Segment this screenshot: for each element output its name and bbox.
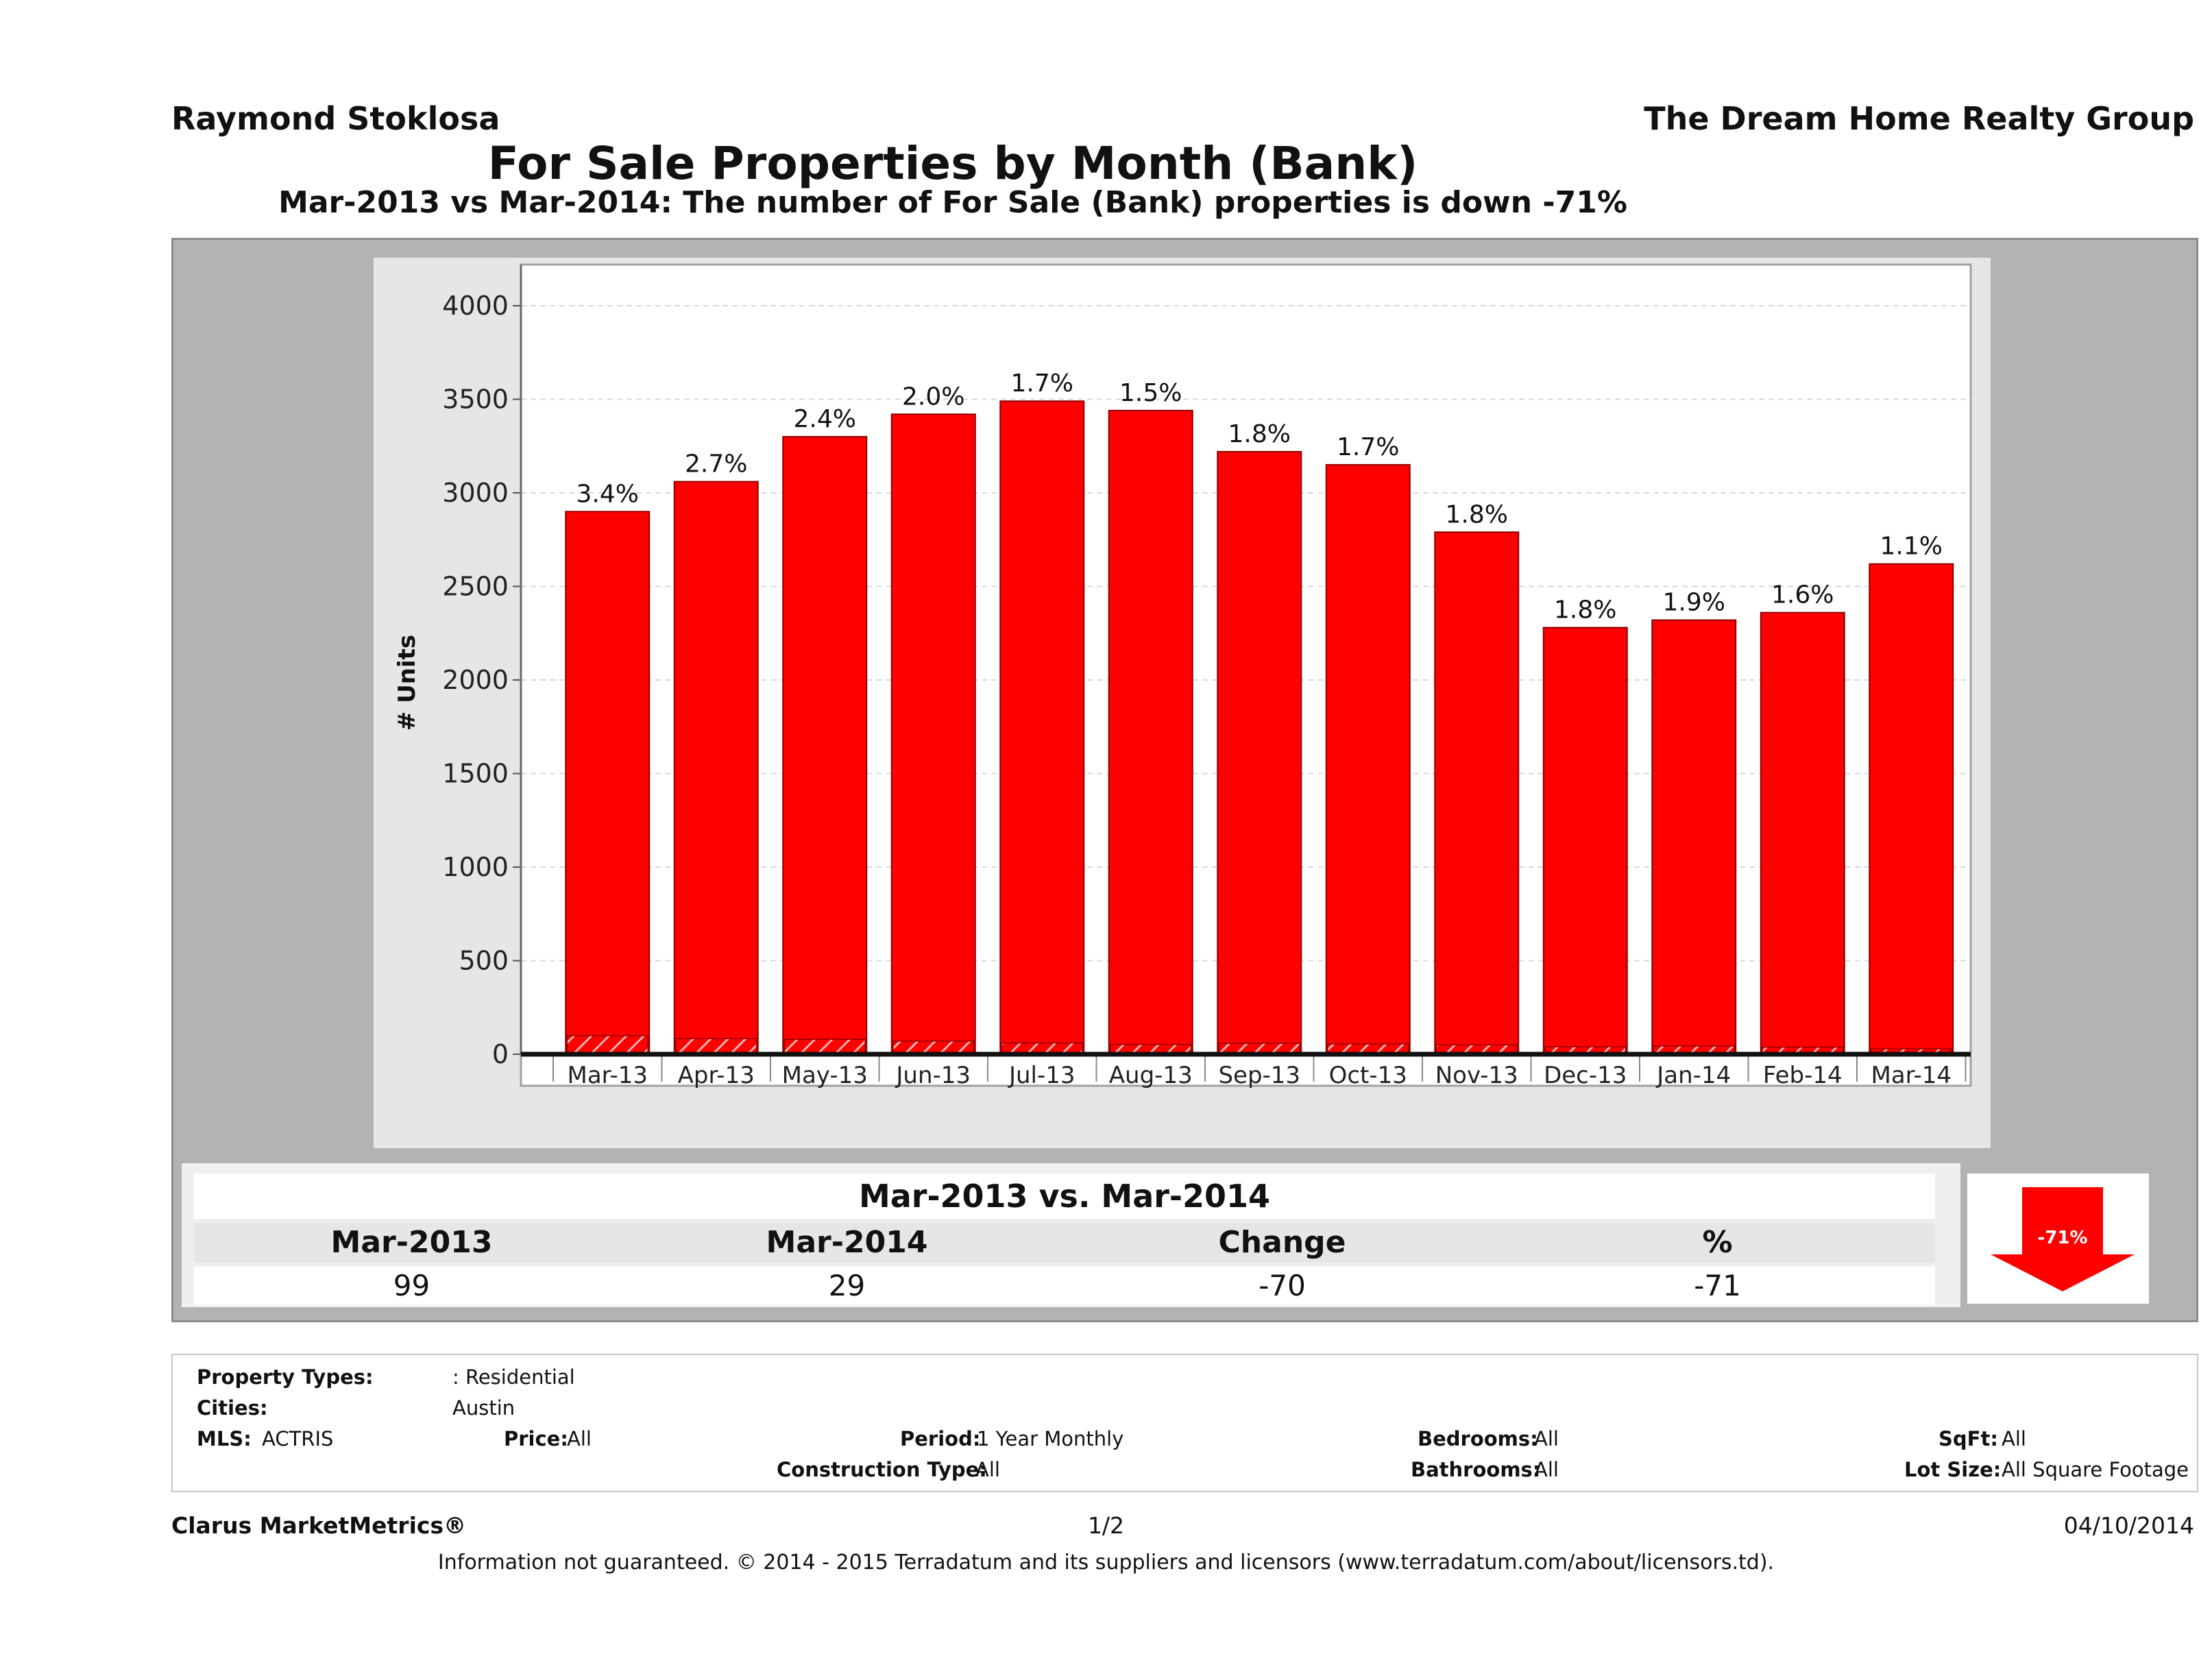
bedrooms-value: All: [1534, 1427, 1559, 1450]
trend-badge-label: -71%: [2037, 1228, 2087, 1248]
price-label: Price:: [504, 1427, 568, 1450]
bar-Dec-13: [1542, 627, 1628, 1055]
bar-Oct-13: [1325, 464, 1411, 1055]
y-tick-label: 2000: [442, 665, 509, 695]
comparison-header-change: Change: [1218, 1225, 1346, 1260]
comparison-value-percent: -71: [1694, 1269, 1741, 1302]
bar-label: 3.4%: [576, 480, 639, 508]
mls-value: ACTRIS: [262, 1427, 334, 1450]
y-tick-label: 2500: [442, 572, 509, 602]
brand-name: Clarus MarketMetrics®: [171, 1512, 467, 1539]
bar-label: 2.0%: [902, 382, 964, 411]
y-axis-label: # Units: [393, 635, 421, 731]
x-tick-label: Sep-13: [1218, 1062, 1300, 1089]
comparison-title-row: [194, 1174, 1935, 1219]
x-tick-label: Feb-14: [1763, 1062, 1843, 1089]
bar-Jun-13: [890, 413, 976, 1055]
report-date: 04/10/2014: [2063, 1512, 2194, 1539]
bar-label: 2.7%: [685, 450, 747, 478]
disclaimer: Information not guaranteed. © 2014 - 201…: [437, 1551, 1775, 1574]
bar-Sep-13: [1217, 450, 1302, 1055]
bar-chart: 3.4% 2.7% 2.4% 2.0% 1.7% 1.5% 1.8% 1.7% 1.8% 1.8%…: [393, 263, 1972, 1089]
bar-label: 1.5%: [1119, 379, 1182, 407]
bar-label: 2.4%: [794, 405, 856, 433]
bar-Feb-14: [1760, 611, 1845, 1055]
lot-size-value: All Square Footage: [2002, 1458, 2189, 1481]
sqft-label: SqFt:: [1938, 1427, 1998, 1450]
bar-label: 1.1%: [1880, 533, 1943, 561]
y-tick-label: 4000: [442, 291, 509, 321]
bar-Mar-13: [565, 511, 651, 1055]
cities-value: Austin: [452, 1396, 515, 1420]
x-tick-label: Nov-13: [1435, 1062, 1518, 1089]
sqft-value: All: [2002, 1427, 2026, 1450]
bar-label: 1.8%: [1446, 500, 1508, 528]
agent-name: Raymond Stoklosa: [171, 100, 500, 137]
bar-label: 1.7%: [1011, 369, 1073, 398]
comparison-value-start: 99: [393, 1269, 430, 1302]
lot-size-label: Lot Size:: [1904, 1458, 2002, 1481]
down-arrow-icon: -71%: [1991, 1187, 2135, 1291]
y-tick-label: 1000: [442, 852, 509, 882]
page-number: 1/2: [1087, 1512, 1125, 1539]
bar-Apr-13: [673, 481, 759, 1055]
comparison-header-end: Mar-2014: [766, 1225, 928, 1260]
filter-info-box: [171, 1354, 2198, 1492]
x-tick-label: Jun-13: [895, 1062, 971, 1089]
bar-Jul-13: [999, 400, 1085, 1056]
comparison-title: Mar-2013 vs. Mar-2014: [858, 1178, 1271, 1215]
bar-Jan-14: [1651, 619, 1737, 1055]
price-value: All: [567, 1427, 592, 1450]
x-tick-label: Oct-13: [1329, 1062, 1407, 1089]
cities-label: Cities:: [197, 1396, 268, 1420]
y-tick-label: 500: [459, 946, 509, 976]
y-tick-label: 3000: [442, 478, 509, 508]
bar-Aug-13: [1108, 409, 1193, 1055]
x-tick-label: Jul-13: [1008, 1062, 1075, 1089]
property-types-value: : Residential: [452, 1365, 575, 1389]
comparison-header-percent: %: [1702, 1225, 1733, 1260]
comparison-value-row: [194, 1267, 1935, 1305]
bar-segment-Mar-13: [566, 1035, 648, 1055]
bar-label: 1.7%: [1337, 433, 1399, 461]
bar-label: 1.8%: [1554, 596, 1616, 624]
bar-label: 1.8%: [1228, 420, 1291, 448]
company-name: The Dream Home Realty Group: [1644, 100, 2194, 137]
bar-Nov-13: [1434, 531, 1520, 1055]
mls-label: MLS:: [197, 1427, 252, 1450]
bathrooms-value: All: [1534, 1458, 1559, 1481]
construction-type-value: All: [975, 1458, 1000, 1481]
bedrooms-label: Bedrooms:: [1418, 1427, 1538, 1450]
x-tick-label: Mar-14: [1871, 1062, 1952, 1089]
property-types-label: Property Types:: [197, 1365, 374, 1389]
bar-May-13: [782, 436, 868, 1056]
x-tick-label: Dec-13: [1544, 1062, 1627, 1089]
period-label: Period:: [900, 1427, 981, 1450]
x-tick-label: Mar-13: [567, 1062, 648, 1089]
construction-type-label: Construction Type:: [777, 1458, 987, 1481]
x-tick-label: Jan-14: [1655, 1062, 1731, 1089]
comparison-value-end: 29: [828, 1269, 866, 1302]
x-tick-label: Aug-13: [1109, 1062, 1193, 1089]
x-tick-label: May-13: [782, 1062, 868, 1089]
chart-title: For Sale Properties by Month (Bank): [487, 137, 1418, 190]
trend-badge-box: -71%: [1967, 1174, 2149, 1304]
bathrooms-label: Bathrooms:: [1411, 1458, 1541, 1481]
chart-subtitle: Mar-2013 vs Mar-2014: The number of For …: [278, 185, 1627, 220]
comparison-header-start: Mar-2013: [330, 1225, 493, 1260]
bar-label: 1.9%: [1663, 589, 1725, 617]
comparison-value-change: -70: [1259, 1269, 1306, 1302]
y-tick-label: 0: [492, 1039, 509, 1069]
bar-label: 1.6%: [1771, 581, 1834, 609]
comparison-header-row: [194, 1223, 1935, 1263]
bar-Mar-14: [1869, 563, 1954, 1055]
y-tick-label: 3500: [442, 385, 509, 415]
y-tick-label: 1500: [442, 759, 509, 789]
x-tick-label: Apr-13: [678, 1062, 755, 1089]
period-value: 1 Year Monthly: [977, 1427, 1124, 1450]
